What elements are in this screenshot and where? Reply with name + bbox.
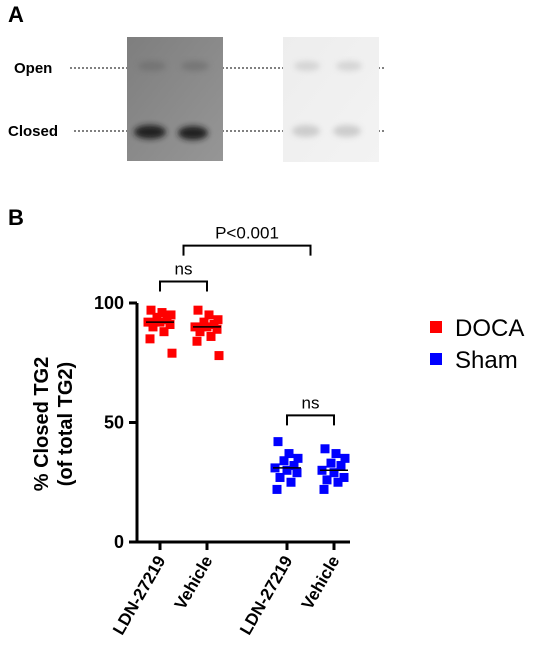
data-point [326,458,336,468]
data-point [212,324,222,334]
y-tick-label: 100 [94,293,124,313]
data-point [340,453,350,463]
x-tick-label: Vehicle [171,553,217,613]
y-axis: 0 50 100 [94,293,139,552]
significance-bracket [286,414,335,426]
data-point [148,322,158,332]
legend: DOCA Sham [430,315,524,374]
data-point [275,472,285,482]
data-point [146,305,156,315]
significance-annotations: ns ns P<0.001 [159,224,335,426]
significance-bracket [182,244,312,256]
legend-swatch [430,353,442,365]
x-axis: LDN-27219 Vehicle LDN-27219 Vehicle [109,540,350,639]
legend-swatch [430,321,442,333]
data-point [165,320,175,330]
data-point [293,453,303,463]
data-point [319,484,329,494]
significance-label: ns [302,393,320,412]
y-axis-title: % Closed TG2 (of total TG2) [31,357,77,491]
data-point [333,477,343,487]
data-point [145,334,155,344]
panel-a-label: A [8,2,24,27]
light-blot-image [283,37,379,162]
mean-lines [146,321,348,472]
data-point [206,331,216,341]
y-tick-label: 0 [114,532,124,552]
data-point [289,461,299,471]
y-axis-title-line1: % Closed TG2 [31,357,53,491]
data-point [193,305,203,315]
data-point [282,465,292,475]
data-point [166,310,176,320]
data-point [272,484,282,494]
data-point [273,437,283,447]
data-point [279,456,289,466]
significance-bracket [159,280,208,292]
data-point [292,468,302,478]
legend-label: Sham [455,347,518,374]
data-point [157,308,167,318]
data-point [213,315,223,325]
data-point [162,315,172,325]
significance-label: ns [175,259,193,278]
data-point [336,461,346,471]
panel-a: A Open Closed [8,2,385,162]
y-tick-label: 50 [104,413,124,433]
x-tick-label: LDN-27219 [109,553,169,639]
data-points [143,305,350,494]
significance-label: P<0.001 [215,224,279,243]
x-tick-label: Vehicle [298,553,344,613]
data-point [339,472,349,482]
dark-blot-image [127,37,223,161]
data-point [204,310,214,320]
data-point [329,468,339,478]
data-point [167,348,177,358]
data-point [152,312,162,322]
data-point [320,444,330,454]
data-point [286,477,296,487]
panel-b: B % Closed TG2 (of total TG2) 0 50 100 LDN… [8,205,524,638]
data-point [331,449,341,459]
data-point [322,475,332,485]
data-point [214,351,224,361]
data-point [192,336,202,346]
closed-band-label: Closed [8,123,58,140]
data-point [195,327,205,337]
data-point [159,327,169,337]
panel-b-label: B [8,205,24,230]
data-point [284,449,294,459]
legend-label: DOCA [455,315,524,342]
data-point [199,317,209,327]
y-axis-title-line2: (of total TG2) [55,362,77,486]
x-tick-label: LDN-27219 [236,553,296,639]
data-point [209,320,219,330]
open-band-label: Open [14,60,52,77]
